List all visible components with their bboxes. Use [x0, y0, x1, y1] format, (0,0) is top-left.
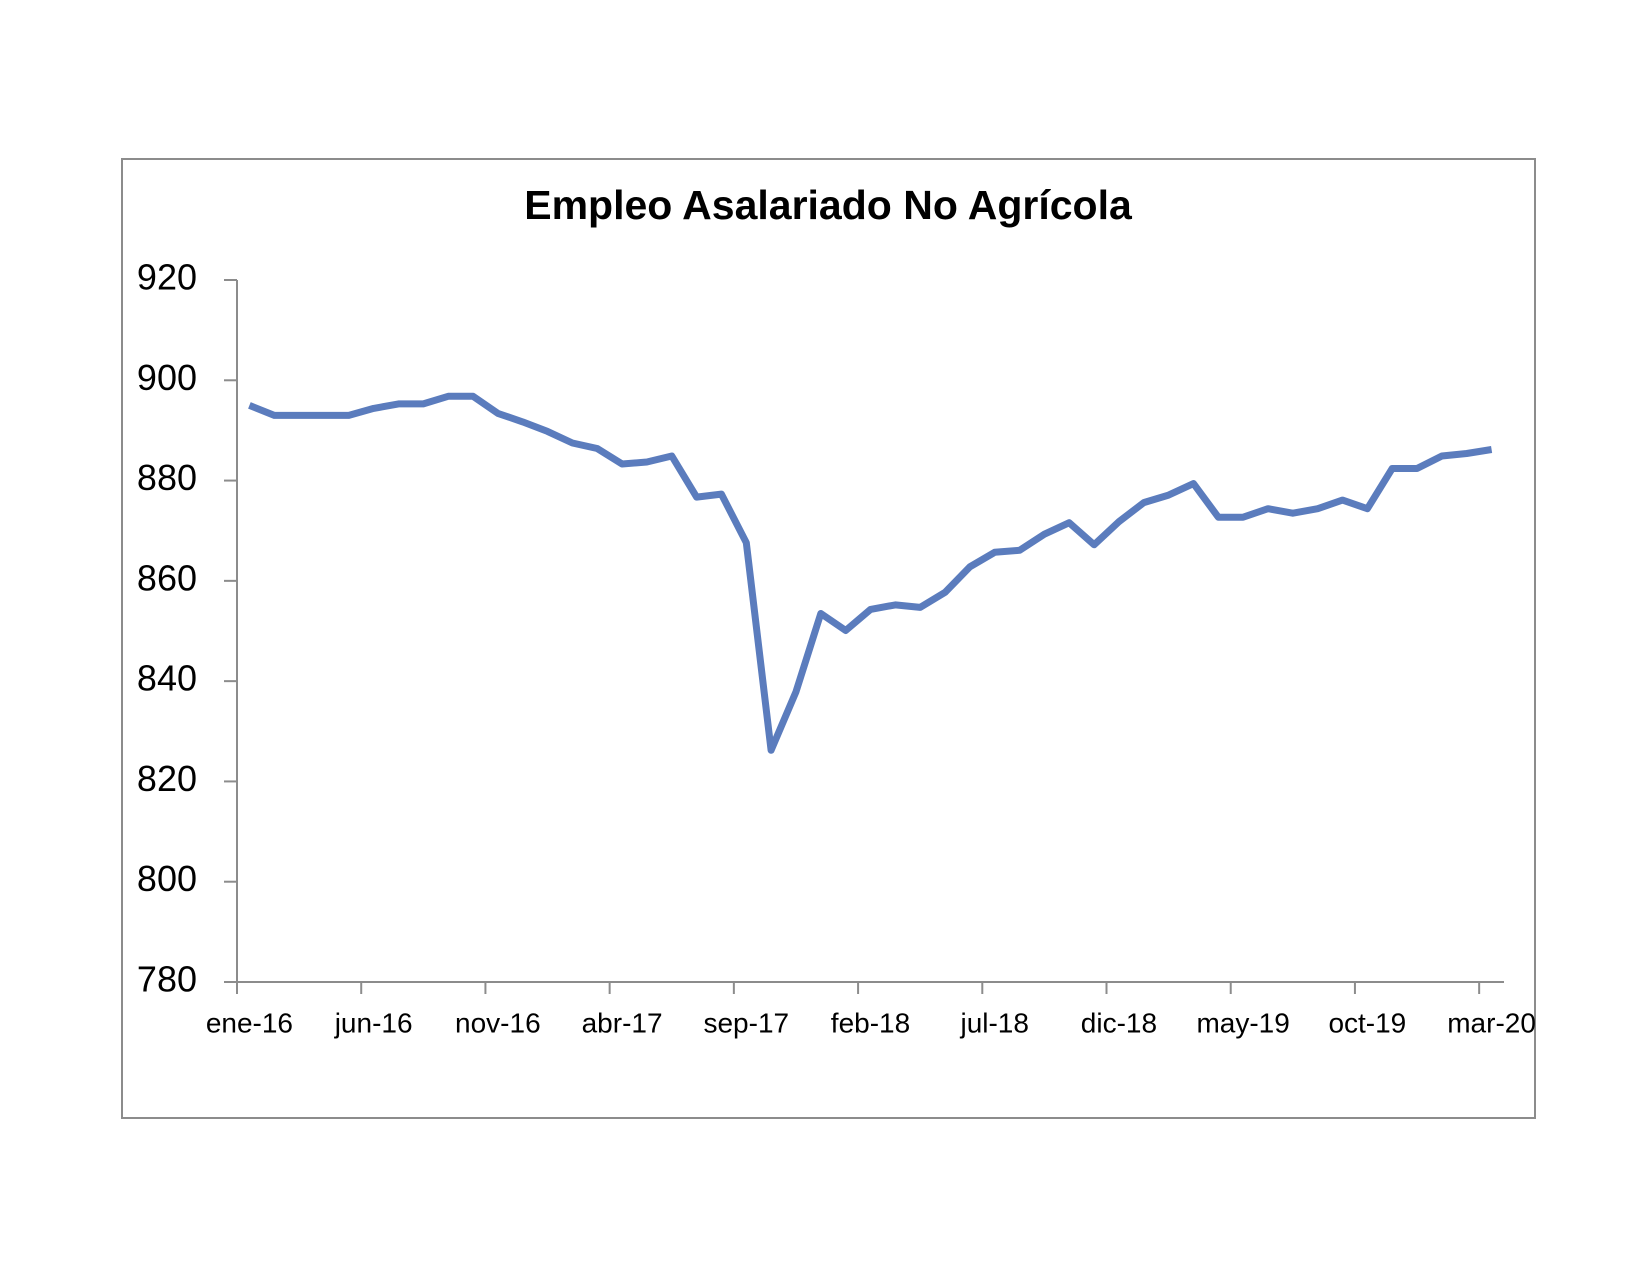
- y-tick-label: 860: [137, 557, 197, 598]
- x-tick-label: nov-16: [455, 1007, 541, 1038]
- x-tick-label: feb-18: [831, 1007, 910, 1038]
- x-tick-label: abr-17: [582, 1007, 663, 1038]
- x-tick-label: ene-16: [206, 1007, 293, 1038]
- y-tick-label: 780: [137, 959, 197, 1000]
- y-tick-label: 800: [137, 858, 197, 899]
- y-tick-label: 900: [137, 357, 197, 398]
- x-tick-label: oct-19: [1328, 1007, 1406, 1038]
- y-tick-label: 820: [137, 758, 197, 799]
- chart-title: Empleo Asalariado No Agrícola: [524, 182, 1133, 228]
- x-tick-label: jun-16: [334, 1007, 413, 1038]
- x-tick-label: mar-20: [1447, 1007, 1536, 1038]
- chart-border: [121, 158, 1536, 1119]
- line-series: [248, 392, 1493, 754]
- x-tick-label: jul-18: [959, 1007, 1028, 1038]
- y-tick-label: 840: [137, 658, 197, 699]
- x-tick-label: sep-17: [703, 1007, 789, 1038]
- y-tick-label: 920: [137, 257, 197, 298]
- y-tick-label: 880: [137, 457, 197, 498]
- x-tick-label: may-19: [1196, 1007, 1289, 1038]
- x-tick-label: dic-18: [1081, 1007, 1157, 1038]
- plot: Empleo Asalariado No Agrícola 780 800 820 8…: [137, 182, 1536, 1039]
